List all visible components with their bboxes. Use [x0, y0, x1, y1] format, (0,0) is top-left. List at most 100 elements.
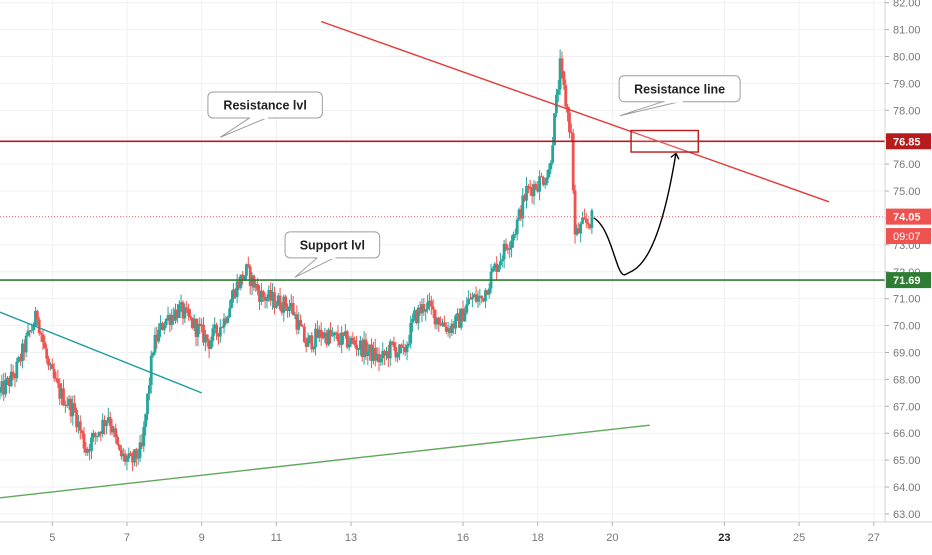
candle: [428, 292, 431, 311]
price-label-text: 71.69: [893, 275, 921, 287]
candle: [575, 224, 579, 237]
candle: [327, 327, 331, 347]
candle-body: [258, 290, 261, 302]
candle-body: [265, 298, 269, 301]
callout-annotation[interactable]: Support lvl: [284, 231, 381, 278]
candle: [73, 395, 77, 413]
resistance-trend-line[interactable]: [320, 20, 830, 203]
candle-body: [276, 295, 280, 306]
candle-body: [392, 342, 396, 347]
candle: [439, 316, 443, 327]
price-label-box[interactable]: [886, 272, 931, 289]
candle: [80, 429, 84, 439]
time-tick-label: 16: [457, 532, 469, 544]
callout-annotation[interactable]: Resistance lvl: [207, 91, 323, 138]
candle-body: [131, 455, 134, 463]
candle-body: [386, 351, 390, 359]
candle-body: [493, 263, 497, 269]
candle: [0, 387, 2, 399]
candle-body: [586, 222, 590, 225]
candle-body: [439, 324, 443, 326]
candle-body: [71, 403, 75, 417]
candle: [401, 339, 405, 355]
candle-body: [39, 333, 43, 335]
candle: [454, 314, 457, 335]
candle: [562, 70, 566, 90]
candle: [366, 342, 370, 366]
candle-body: [344, 331, 347, 336]
candle-body: [162, 325, 166, 330]
candle-body: [482, 298, 485, 302]
candle-body: [528, 186, 532, 190]
candle-body: [129, 453, 133, 456]
candle-body: [56, 379, 60, 384]
candle: [261, 289, 265, 303]
time-axis[interactable]: 5 7 9 11 13 16 18 20 23 25 27: [0, 521, 932, 550]
projection-path[interactable]: [593, 153, 677, 276]
rising-trend-line[interactable]: [0, 424, 650, 499]
candle-body: [284, 296, 288, 308]
candle: [400, 343, 403, 354]
candle: [310, 331, 314, 353]
candle: [228, 300, 232, 319]
candle: [474, 286, 478, 304]
candle-body: [267, 289, 271, 299]
price-label-box[interactable]: [886, 133, 931, 150]
candle: [287, 299, 291, 318]
candle-body: [179, 302, 183, 305]
candle: [534, 181, 538, 190]
candle: [110, 418, 114, 436]
candle: [181, 300, 185, 325]
candle: [407, 334, 411, 348]
candle: [140, 433, 144, 450]
candle-body: [207, 340, 211, 349]
candle-body: [248, 266, 252, 287]
candle: [22, 339, 26, 361]
candle-body: [211, 328, 215, 341]
candle: [24, 332, 28, 358]
candle-body: [218, 327, 222, 337]
candle: [581, 211, 584, 225]
candle: [560, 51, 564, 79]
price-tick-label: 66.00: [893, 428, 921, 440]
candle: [316, 320, 319, 339]
candle-body: [9, 371, 13, 387]
candle: [4, 372, 8, 398]
candle-body: [310, 335, 314, 350]
callout-annotation[interactable]: Resistance line: [618, 75, 741, 117]
target-zone-box[interactable]: [630, 129, 699, 153]
candle-body: [461, 308, 465, 322]
candle-body: [172, 314, 176, 321]
candle: [500, 255, 504, 268]
candle-body: [157, 329, 161, 342]
price-tick-label: 79.00: [893, 78, 921, 90]
candle: [418, 301, 422, 316]
candle: [452, 321, 456, 335]
candle: [416, 304, 420, 330]
candle-body: [504, 243, 508, 249]
annotations[interactable]: Resistance lvl Support lvl Resistance line: [207, 75, 741, 278]
candle-body: [175, 309, 179, 318]
candle: [469, 293, 472, 300]
candle-body: [149, 355, 153, 386]
candle-body: [317, 329, 321, 338]
candle-body: [491, 268, 495, 272]
candle-body: [512, 234, 515, 241]
short-trend-line[interactable]: [0, 311, 202, 394]
price-label-box[interactable]: [886, 208, 931, 225]
candle: [215, 322, 218, 341]
price-axis[interactable]: 63.00 64.00 65.00 66.00 67.00 68.00 69.00 70.00…: [884, 0, 932, 550]
candle: [144, 413, 148, 436]
candle: [450, 319, 454, 337]
candle-body: [418, 307, 422, 314]
candle-body: [372, 347, 375, 361]
drawings[interactable]: [0, 20, 885, 499]
candle-body: [355, 344, 359, 350]
candle-body: [224, 318, 228, 323]
candle: [582, 208, 586, 220]
candle-body: [189, 316, 192, 318]
candle-body: [452, 323, 456, 329]
candle-body: [525, 185, 528, 201]
